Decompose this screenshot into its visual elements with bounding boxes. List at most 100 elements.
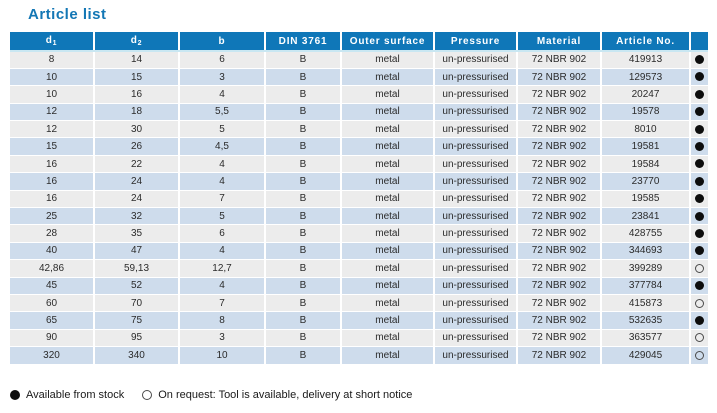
cell-pressure: un-pressurised (434, 311, 518, 330)
cell-outer_surface: metal (341, 155, 435, 174)
cell-material: 72 NBR 902 (517, 329, 602, 348)
cell-outer_surface: metal (341, 329, 435, 348)
cell-pressure: un-pressurised (434, 155, 518, 174)
stock-filled-dot-icon (695, 211, 704, 221)
stock-filled-dot-icon (695, 72, 704, 82)
cell-din: B (265, 224, 342, 243)
column-header-b: b (179, 32, 266, 52)
cell-b: 8 (179, 311, 266, 330)
stock-open-dot-icon (695, 333, 704, 343)
cell-b: 5 (179, 120, 266, 139)
cell-outer_surface: metal (341, 137, 435, 156)
cell-stock (690, 207, 708, 226)
cell-outer_surface: metal (341, 51, 435, 69)
cell-pressure: un-pressurised (434, 329, 518, 348)
cell-b: 5,5 (179, 103, 266, 122)
cell-d1: 90 (10, 329, 95, 348)
cell-pressure: un-pressurised (434, 242, 518, 261)
cell-d2: 75 (94, 311, 180, 330)
cell-din: B (265, 190, 342, 209)
cell-din: B (265, 207, 342, 226)
stock-filled-dot-icon (695, 194, 704, 204)
cell-material: 72 NBR 902 (517, 224, 602, 243)
page-title: Article list (28, 6, 107, 23)
cell-pressure: un-pressurised (434, 259, 518, 278)
cell-article_no: 363577 (601, 329, 691, 348)
cell-d2: 18 (94, 103, 180, 122)
cell-b: 4 (179, 85, 266, 104)
cell-material: 72 NBR 902 (517, 137, 602, 156)
table-header-row: d1 d2 b DIN 3761 Outer surface Pressure Materi… (10, 32, 708, 52)
cell-d2: 24 (94, 190, 180, 209)
cell-article_no: 19584 (601, 155, 691, 174)
cell-b: 7 (179, 294, 266, 313)
column-header-pressure: Pressure (434, 32, 518, 52)
cell-outer_surface: metal (341, 259, 435, 278)
stock-filled-dot-icon (695, 142, 704, 151)
cell-b: 7 (179, 190, 266, 209)
cell-material: 72 NBR 902 (517, 68, 602, 87)
cell-material: 72 NBR 902 (517, 207, 602, 226)
stock-open-dot-icon (695, 298, 704, 308)
cell-stock (690, 172, 708, 191)
cell-outer_surface: metal (341, 311, 435, 330)
cell-article_no: 19585 (601, 190, 691, 209)
cell-article_no: 429045 (601, 346, 691, 365)
cell-b: 4,5 (179, 137, 266, 156)
cell-d1: 320 (10, 346, 95, 365)
column-header-d2: d2 (94, 32, 180, 52)
cell-outer_surface: metal (341, 346, 435, 365)
cell-din: B (265, 68, 342, 87)
column-header-stock (690, 32, 708, 52)
cell-material: 72 NBR 902 (517, 85, 602, 104)
cell-stock (690, 224, 708, 243)
cell-material: 72 NBR 902 (517, 277, 602, 295)
cell-din: B (265, 103, 342, 122)
cell-din: B (265, 242, 342, 261)
cell-stock (690, 190, 708, 209)
cell-outer_surface: metal (341, 172, 435, 191)
cell-d2: 15 (94, 68, 180, 87)
cell-din: B (265, 329, 342, 348)
cell-d2: 59,13 (94, 259, 180, 278)
cell-d2: 26 (94, 137, 180, 156)
available-dot-icon (10, 390, 20, 400)
cell-article_no: 19578 (601, 103, 691, 122)
cell-b: 4 (179, 155, 266, 174)
cell-din: B (265, 294, 342, 313)
cell-stock (690, 137, 708, 156)
cell-din: B (265, 137, 342, 156)
cell-material: 72 NBR 902 (517, 346, 602, 365)
cell-d1: 65 (10, 311, 95, 330)
cell-d1: 15 (10, 137, 95, 156)
cell-d1: 12 (10, 103, 95, 122)
cell-article_no: 19581 (601, 137, 691, 156)
cell-b: 4 (179, 172, 266, 191)
cell-outer_surface: metal (341, 190, 435, 209)
cell-article_no: 23770 (601, 172, 691, 191)
cell-material: 72 NBR 902 (517, 242, 602, 261)
stock-filled-dot-icon (695, 315, 704, 325)
cell-article_no: 20247 (601, 85, 691, 104)
cell-article_no: 399289 (601, 259, 691, 278)
cell-outer_surface: metal (341, 224, 435, 243)
cell-d2: 95 (94, 329, 180, 348)
cell-d1: 45 (10, 277, 95, 295)
column-header-material: Material (517, 32, 602, 52)
cell-d2: 47 (94, 242, 180, 261)
stock-filled-dot-icon (695, 124, 704, 134)
cell-stock (690, 277, 708, 295)
cell-d2: 52 (94, 277, 180, 295)
cell-d1: 10 (10, 85, 95, 104)
stock-filled-dot-icon (695, 55, 704, 65)
cell-article_no: 23841 (601, 207, 691, 226)
